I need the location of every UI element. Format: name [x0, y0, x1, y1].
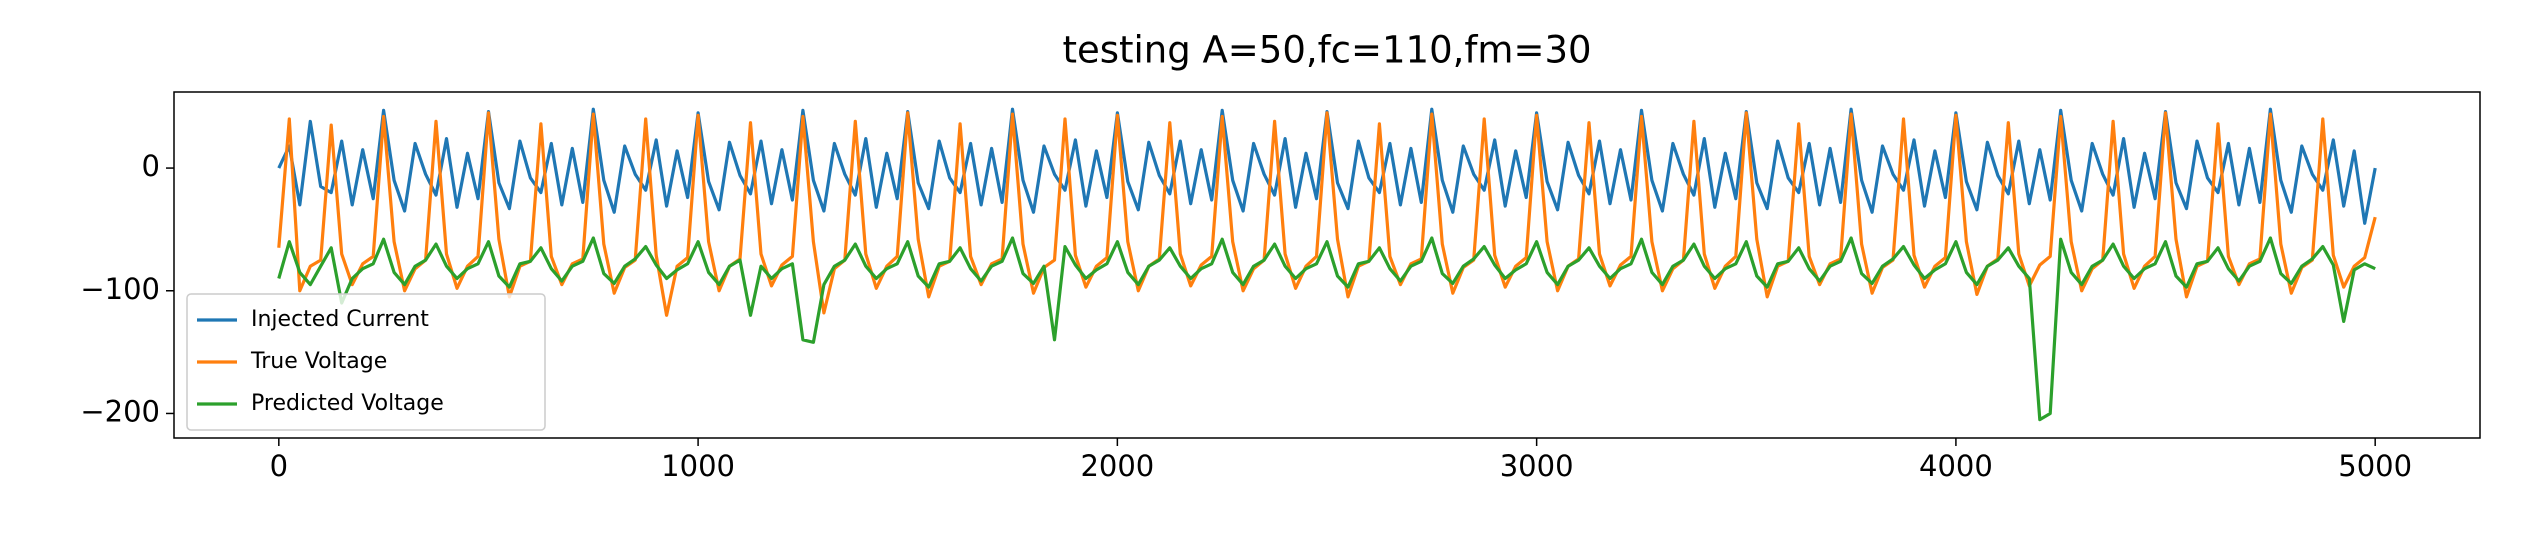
y-tick-label: −200: [80, 394, 160, 428]
x-tick-label: 4000: [1919, 449, 1993, 483]
x-tick-label: 2000: [1080, 449, 1154, 483]
plot-frame: [173, 91, 2481, 439]
legend-box: [186, 293, 546, 431]
legend-label: Injected Current: [251, 307, 429, 332]
x-tick-label: 3000: [1500, 449, 1574, 483]
x-tick-label: 1000: [661, 449, 735, 483]
legend-label: Predicted Voltage: [251, 391, 444, 416]
chart-title: testing A=50,fc=110,fm=30: [1062, 29, 1591, 72]
x-tick-label: 5000: [2338, 449, 2412, 483]
series-line: [277, 236, 2376, 422]
legend-label: True Voltage: [250, 349, 387, 374]
y-tick-label: −100: [80, 272, 160, 306]
x-tick-label: 0: [270, 449, 288, 483]
series-line: [277, 111, 2377, 317]
y-tick-label: 0: [142, 149, 160, 183]
